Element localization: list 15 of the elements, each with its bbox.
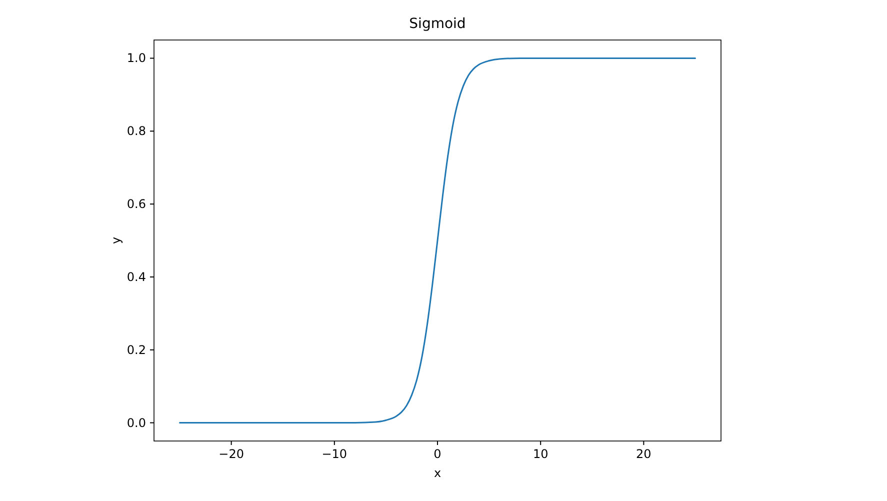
y-tick-label: 1.0	[126, 51, 146, 66]
x-axis-title: x	[434, 466, 442, 480]
y-tick-label: 0.2	[126, 342, 146, 357]
y-axis-title: y	[109, 236, 123, 244]
x-tick-label: −10	[322, 447, 348, 461]
line-series	[179, 57, 696, 424]
x-tick-label: −20	[218, 447, 244, 461]
x-tick-label: 20	[636, 447, 652, 461]
x-tick-label: 10	[532, 447, 548, 461]
y-tick-label: 0.4	[126, 270, 146, 284]
x-tick-label: 0	[434, 447, 442, 461]
y-tick-label: 0.8	[126, 124, 146, 138]
y-tick-label: 0.0	[126, 416, 146, 430]
chart-title: Sigmoid	[409, 16, 466, 32]
y-tick-label: 0.6	[126, 197, 146, 212]
